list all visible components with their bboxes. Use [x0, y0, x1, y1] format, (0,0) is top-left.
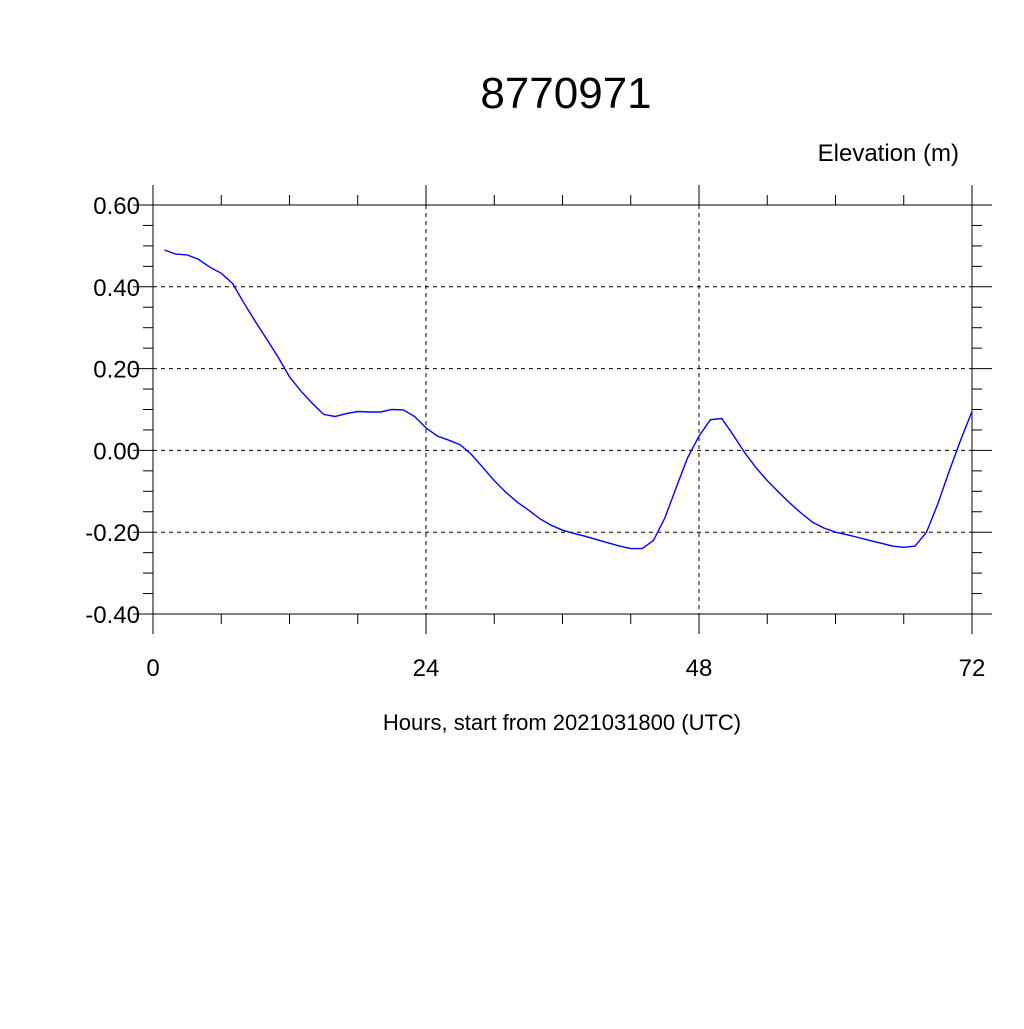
chart-title: 8770971 [480, 69, 651, 118]
y-tick-label: 0.40 [93, 275, 140, 302]
x-tick-label: 72 [959, 655, 986, 682]
y-unit-label: Elevation (m) [818, 140, 959, 167]
x-tick-label: 48 [686, 655, 713, 682]
grid-lines [153, 205, 972, 614]
plot-frame [152, 204, 973, 615]
x-tick-label: 24 [413, 655, 440, 682]
y-tick-label: 0.00 [93, 438, 140, 465]
x-axis-label: Hours, start from 2021031800 (UTC) [383, 710, 741, 735]
axis-ticks [133, 185, 992, 634]
tick-labels: -0.40 -0.20 0.00 0.20 0.40 0.60 0 24 48 72 [85, 193, 985, 682]
y-tick-label: 0.60 [93, 193, 140, 220]
y-tick-label: -0.40 [85, 602, 140, 629]
x-tick-label: 0 [146, 655, 159, 682]
y-tick-label: 0.20 [93, 357, 140, 384]
series-line [164, 249, 973, 550]
series-layer [164, 249, 973, 550]
y-tick-label: -0.20 [85, 520, 140, 547]
